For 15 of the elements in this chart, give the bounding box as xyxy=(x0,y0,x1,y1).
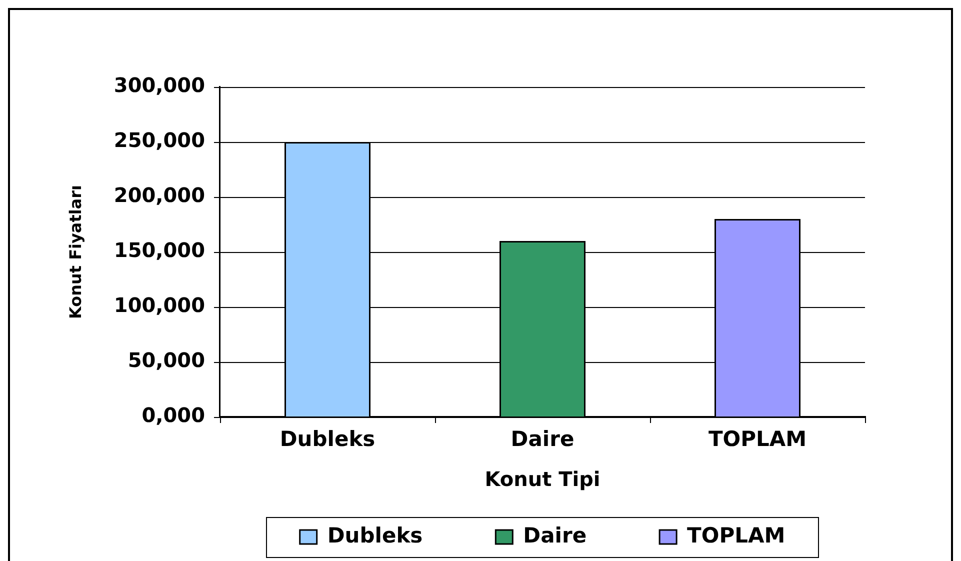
y-tick-label: 100,000 xyxy=(114,293,205,318)
y-tick-label: 200,000 xyxy=(114,183,205,208)
x-axis-title: Konut Tipi xyxy=(484,467,600,492)
y-tick-label: 150,000 xyxy=(114,238,205,262)
x-tick-label: TOPLAM xyxy=(708,427,807,452)
legend-label: TOPLAM xyxy=(687,523,786,548)
y-tick-label: 0,000 xyxy=(142,403,205,428)
y-axis-title: Konut Fiyatları xyxy=(66,184,85,320)
x-tick-label: Daire xyxy=(510,427,574,452)
x-tick-label: Dubleks xyxy=(280,427,376,452)
y-tick-label: 50,000 xyxy=(128,348,205,372)
y-tick-label: 300,000 xyxy=(114,73,205,98)
y-tick-label: 250,000 xyxy=(114,128,205,152)
legend-label: Dubleks xyxy=(327,523,423,548)
legend-label: Daire xyxy=(523,523,587,548)
